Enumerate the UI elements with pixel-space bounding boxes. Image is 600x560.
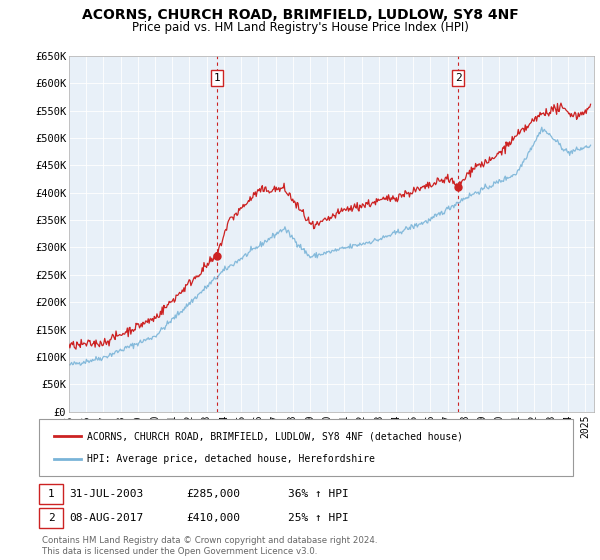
Text: 25% ↑ HPI: 25% ↑ HPI [288, 513, 349, 523]
Text: 1: 1 [47, 489, 55, 499]
Text: 31-JUL-2003: 31-JUL-2003 [69, 489, 143, 499]
Text: Price paid vs. HM Land Registry's House Price Index (HPI): Price paid vs. HM Land Registry's House … [131, 21, 469, 34]
Text: 1: 1 [214, 73, 220, 83]
Text: Contains HM Land Registry data © Crown copyright and database right 2024.
This d: Contains HM Land Registry data © Crown c… [42, 536, 377, 556]
Text: £410,000: £410,000 [186, 513, 240, 523]
Text: 08-AUG-2017: 08-AUG-2017 [69, 513, 143, 523]
Text: ACORNS, CHURCH ROAD, BRIMFIELD, LUDLOW, SY8 4NF (detached house): ACORNS, CHURCH ROAD, BRIMFIELD, LUDLOW, … [87, 431, 463, 441]
Text: 2: 2 [455, 73, 461, 83]
Text: 36% ↑ HPI: 36% ↑ HPI [288, 489, 349, 499]
Text: 2: 2 [47, 513, 55, 523]
Text: HPI: Average price, detached house, Herefordshire: HPI: Average price, detached house, Here… [87, 454, 375, 464]
Text: £285,000: £285,000 [186, 489, 240, 499]
Text: ACORNS, CHURCH ROAD, BRIMFIELD, LUDLOW, SY8 4NF: ACORNS, CHURCH ROAD, BRIMFIELD, LUDLOW, … [82, 8, 518, 22]
